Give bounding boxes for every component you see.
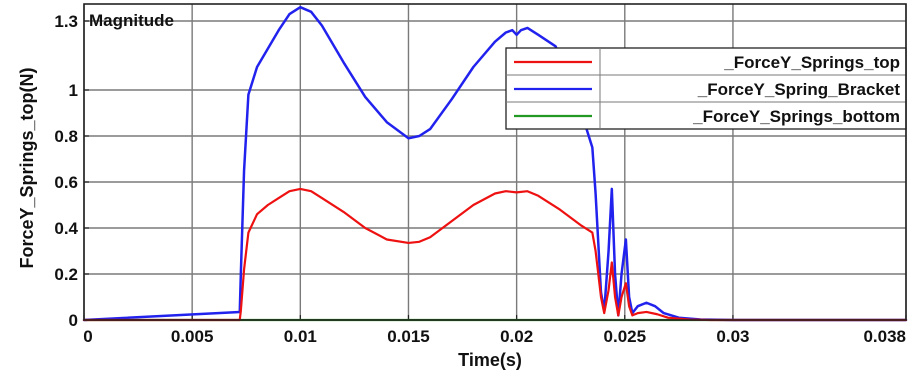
x-tick-label: 0.02 xyxy=(500,327,533,346)
legend-label-3: _ForceY_Springs_bottom xyxy=(692,107,900,126)
y-tick-label: 1.3 xyxy=(54,12,78,31)
y-tick-label: 1 xyxy=(69,81,78,100)
plot-frame xyxy=(83,3,907,321)
legend-label-2: _ForceY_Spring_Bracket xyxy=(697,80,901,99)
x-tick-label: 0.038 xyxy=(863,327,906,346)
series-line-1 xyxy=(82,187,908,322)
y-tick-label: 0.8 xyxy=(54,127,78,146)
x-tick-label: 0.03 xyxy=(716,327,749,346)
x-axis-label: Time(s) xyxy=(458,350,522,370)
x-tick-label: 0 xyxy=(83,327,92,346)
x-tick-label: 0.025 xyxy=(604,327,647,346)
y-axis-label: ForceY_Springs_top(N) xyxy=(17,67,37,268)
y-axis: 0 0.2 0.4 0.6 0.8 1 1.3 xyxy=(54,12,89,330)
legend: _ForceY_Springs_top _ForceY_Spring_Bracke… xyxy=(505,47,907,130)
y-tick-label: 0.4 xyxy=(54,219,78,238)
x-tick-label: 0.01 xyxy=(284,327,317,346)
y-tick-label: 0.6 xyxy=(54,173,78,192)
y-tick-label: 0.2 xyxy=(54,265,78,284)
chart-title: Magnitude xyxy=(89,11,174,30)
x-axis: 0 0.005 0.01 0.015 0.02 0.025 0.03 0.038 xyxy=(83,315,907,346)
legend-label-1: _ForceY_Springs_top xyxy=(723,53,900,72)
x-tick-label: 0.015 xyxy=(387,327,430,346)
x-tick-label: 0.005 xyxy=(171,327,214,346)
y-tick-label: 0 xyxy=(69,311,78,330)
